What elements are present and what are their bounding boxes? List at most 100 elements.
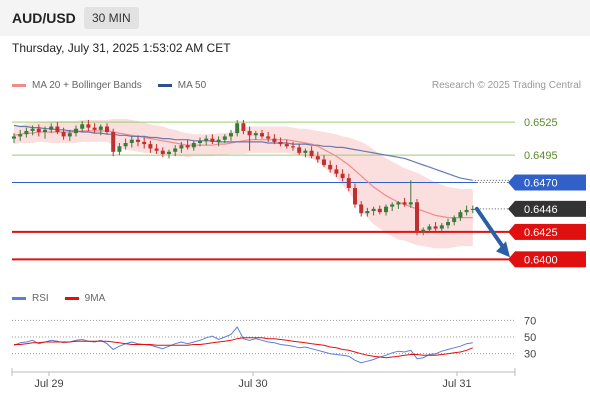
candle-body-14 — [98, 126, 103, 130]
candle-body-8 — [61, 132, 66, 137]
candle-body-58 — [371, 208, 376, 212]
candle-body-50 — [322, 159, 326, 165]
candle-body-29 — [191, 143, 196, 148]
candle-body-61 — [390, 204, 395, 207]
candle-body-23 — [154, 148, 159, 151]
price-label-2: 0.6470 — [524, 178, 558, 190]
price-label-notch-3 — [508, 200, 515, 217]
candle-body-51 — [328, 164, 333, 170]
price-label-0: 0.6525 — [524, 117, 558, 129]
candle-body-57 — [365, 211, 370, 214]
candle-body-17 — [117, 146, 122, 152]
legend-swatch-ma50 — [157, 84, 172, 87]
legend-swatch-9ma — [64, 297, 79, 300]
candle-body-38 — [247, 130, 252, 136]
candle-body-56 — [359, 204, 364, 214]
candle-body-42 — [272, 138, 277, 142]
candle-body-13 — [92, 127, 97, 130]
candle-body-40 — [260, 133, 264, 137]
candle-body-22 — [148, 144, 153, 149]
candle-body-1 — [18, 134, 23, 137]
candle-body-69 — [439, 225, 444, 229]
candle-body-72 — [458, 212, 463, 218]
candle-body-15 — [105, 126, 109, 133]
rsi-ma9-line — [14, 337, 473, 359]
price-label-box-4 — [515, 223, 586, 240]
candle-body-70 — [446, 222, 450, 226]
candle-body-41 — [266, 136, 271, 139]
candle-body-59 — [377, 208, 382, 213]
candle-body-55 — [353, 188, 357, 205]
header-bar: AUD/USD 30 MIN — [0, 0, 590, 36]
candle-body-18 — [123, 143, 128, 147]
timeframe-button[interactable]: 30 MIN — [84, 7, 139, 29]
candle-body-33 — [216, 139, 221, 142]
rsi-level-label-0: 70 — [524, 315, 536, 327]
candle-body-44 — [284, 144, 289, 147]
candle-body-11 — [80, 124, 85, 129]
candle-body-6 — [49, 126, 54, 130]
candle-body-10 — [74, 128, 78, 134]
candle-body-39 — [253, 133, 258, 136]
candle-body-28 — [185, 145, 190, 148]
x-tick-label-0: Jul 29 — [34, 378, 63, 390]
rsi-level-label-1: 50 — [524, 332, 536, 344]
candle-body-63 — [402, 202, 407, 205]
candle-body-54 — [346, 178, 351, 188]
projection-arrow-head — [496, 241, 510, 258]
price-label-3: 0.6446 — [524, 204, 558, 216]
price-label-box-5 — [515, 251, 586, 268]
price-label-box-2 — [515, 174, 586, 191]
legend-label-ma20: MA 20 + Bollinger Bands — [32, 80, 142, 91]
candle-body-48 — [309, 150, 314, 157]
candle-body-53 — [340, 173, 345, 179]
candle-body-16 — [111, 132, 116, 152]
candle-body-62 — [396, 202, 401, 205]
symbol-label[interactable]: AUD/USD — [12, 10, 76, 26]
price-label-5: 0.6400 — [524, 254, 558, 266]
candle-body-68 — [433, 226, 438, 229]
candle-body-0 — [12, 136, 16, 139]
legend-label-rsi: RSI — [32, 293, 49, 304]
candle-body-36 — [235, 123, 240, 134]
candle-body-27 — [179, 145, 184, 149]
candle-body-65 — [415, 202, 419, 232]
candle-body-31 — [204, 138, 209, 141]
rsi-legend: RSI 9MA — [12, 293, 105, 304]
candle-body-64 — [408, 202, 413, 205]
candle-body-74 — [470, 208, 475, 210]
candle-body-24 — [160, 150, 165, 154]
candle-body-4 — [36, 128, 41, 133]
candle-body-43 — [278, 141, 283, 145]
candle-body-71 — [452, 217, 457, 223]
candle-body-67 — [427, 226, 432, 230]
candle-body-21 — [142, 141, 147, 145]
price-label-4: 0.6425 — [524, 227, 558, 239]
credit-label: Research © 2025 Trading Central — [431, 80, 581, 91]
candle-body-46 — [297, 147, 302, 153]
candle-body-52 — [334, 169, 339, 174]
legend-label-9ma: 9MA — [84, 293, 106, 304]
candle-body-2 — [24, 130, 29, 135]
price-label-notch-5 — [508, 251, 515, 268]
rsi-level-label-2: 30 — [524, 349, 536, 361]
candle-body-7 — [55, 126, 60, 133]
candle-body-47 — [303, 150, 308, 153]
ma20-line — [13, 130, 473, 219]
candle-body-9 — [67, 133, 72, 137]
candle-body-3 — [30, 128, 35, 131]
candle-body-32 — [210, 138, 215, 142]
price-label-notch-4 — [508, 223, 515, 240]
candle-body-19 — [129, 139, 134, 143]
rsi-line — [13, 326, 473, 364]
candle-body-20 — [136, 139, 140, 142]
candle-body-35 — [229, 133, 233, 137]
candle-body-66 — [421, 229, 426, 232]
bollinger-band — [14, 118, 473, 249]
candle-body-60 — [384, 206, 388, 213]
ma50-line — [13, 124, 473, 181]
candle-body-34 — [222, 136, 227, 140]
candle-body-30 — [198, 140, 202, 143]
chart-legend: MA 20 + Bollinger Bands MA 50 — [12, 80, 206, 91]
